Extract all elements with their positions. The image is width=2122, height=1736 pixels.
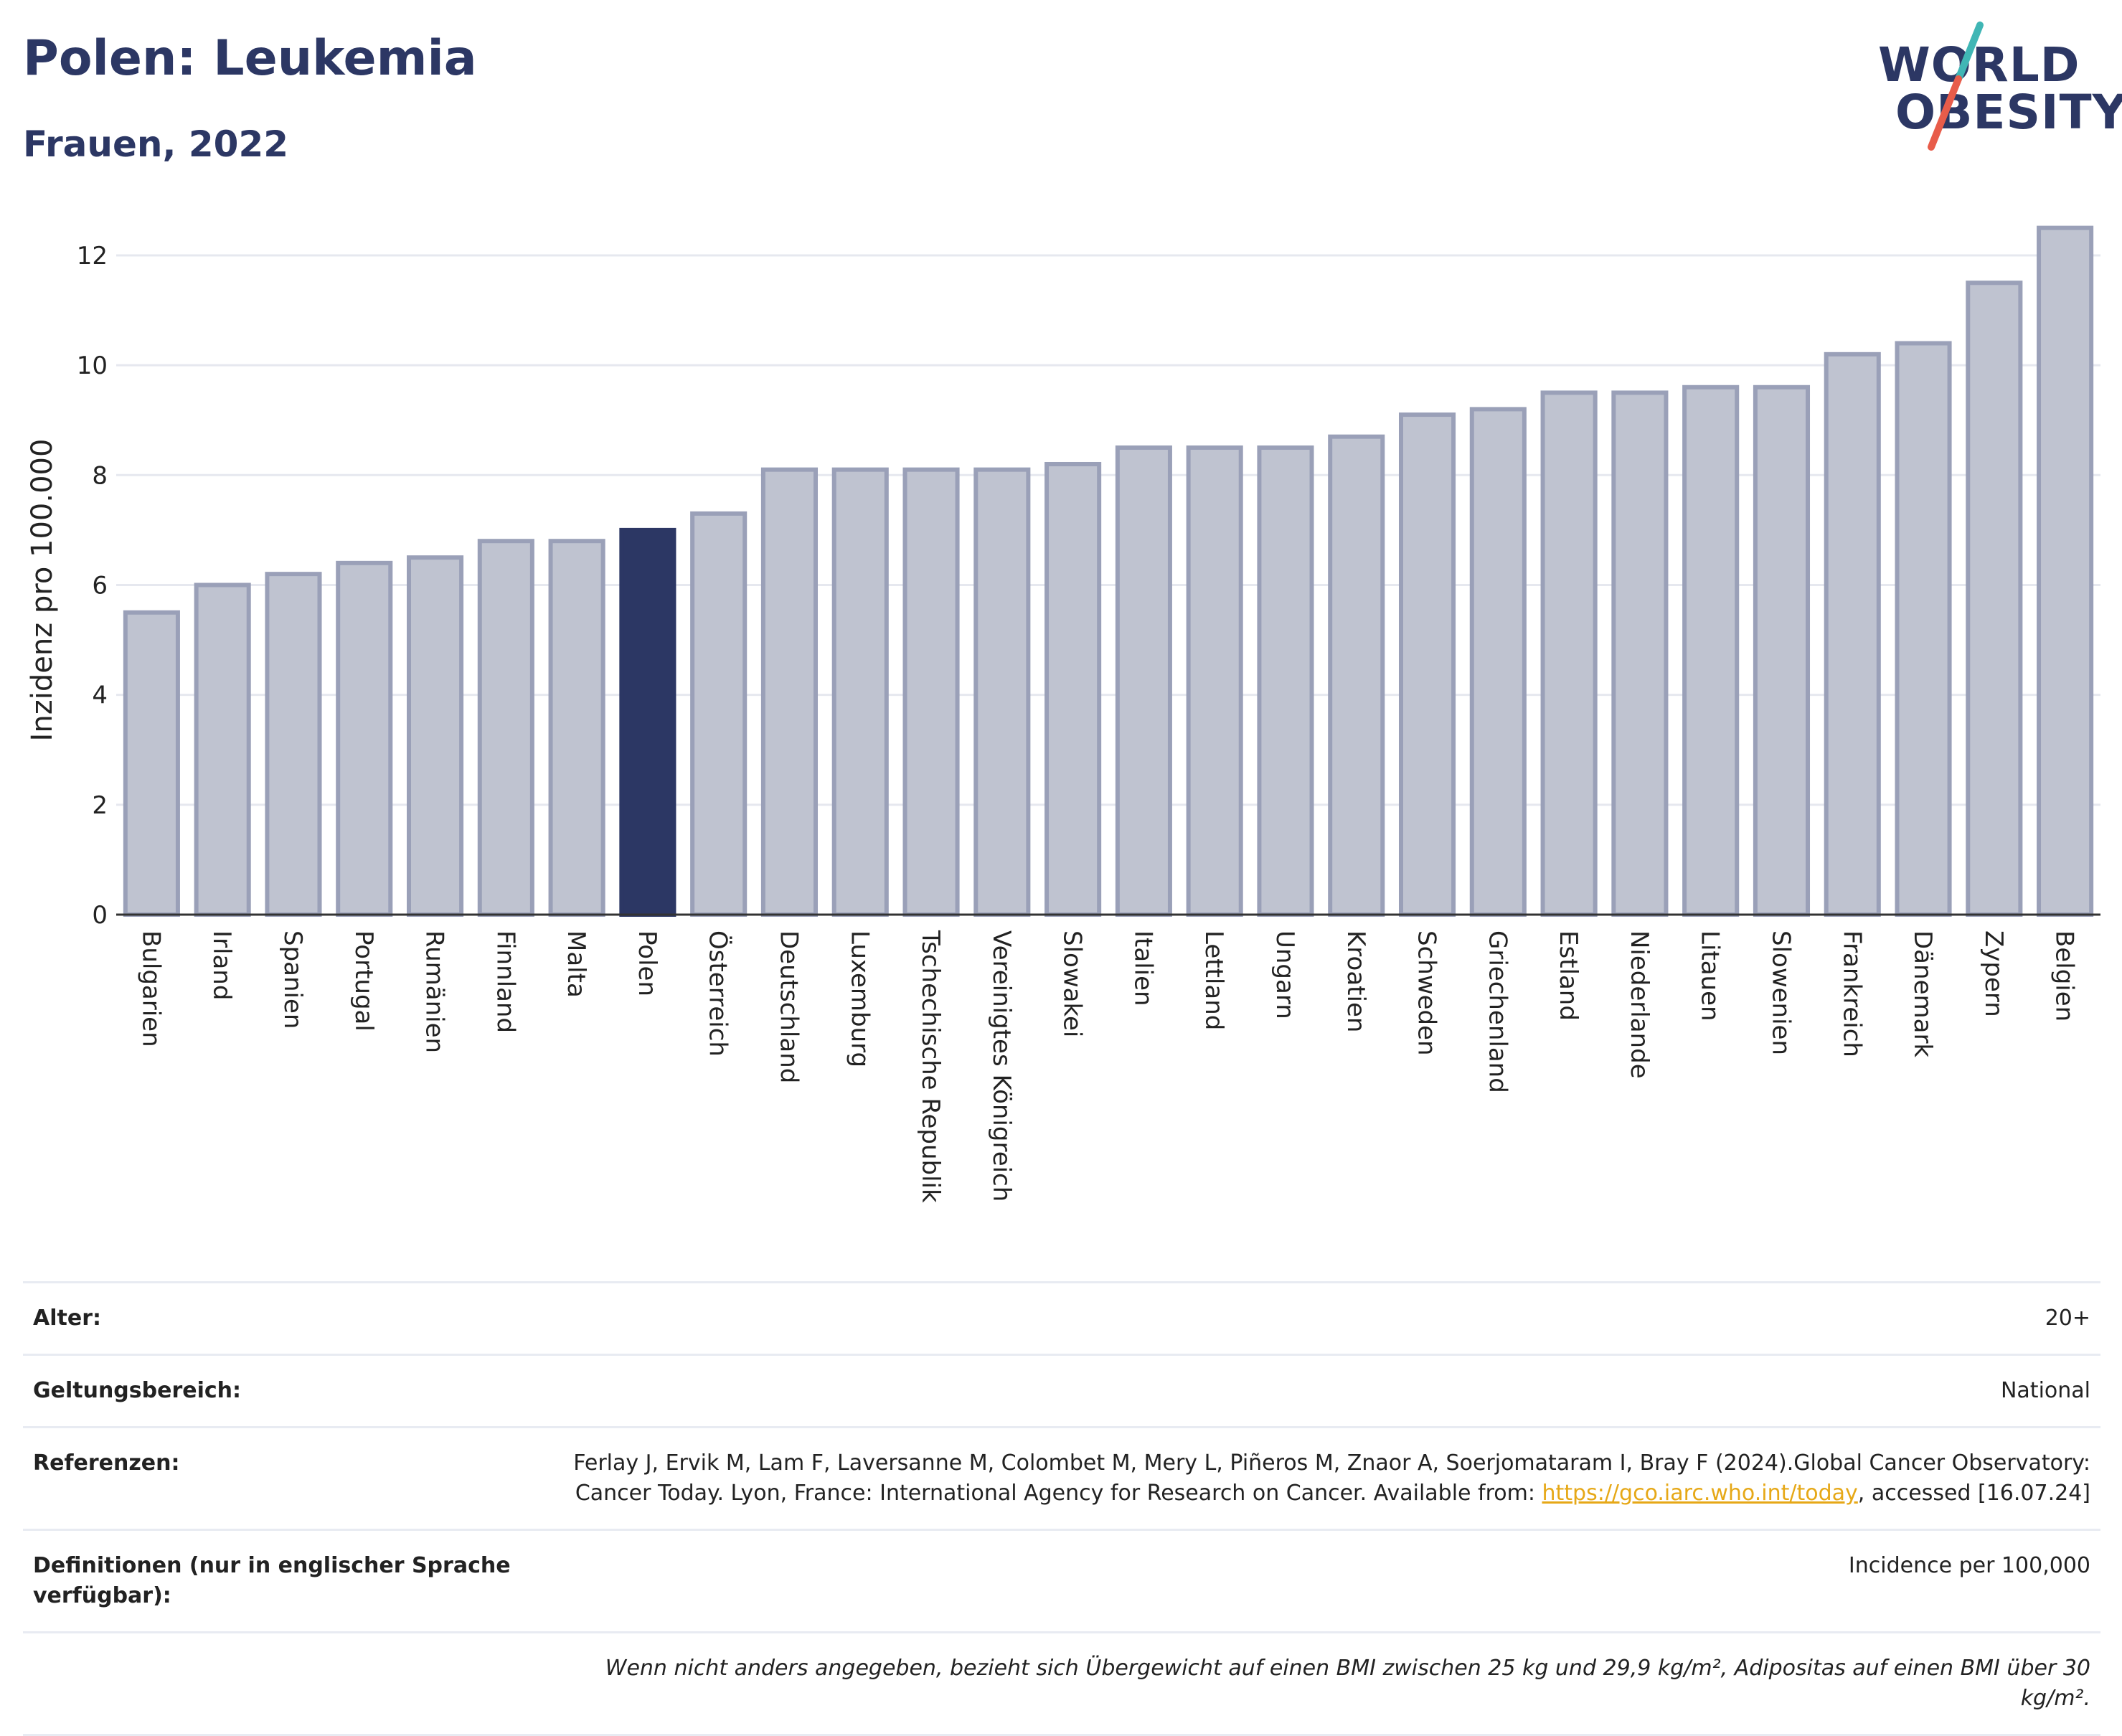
bar-bulgarien (123, 610, 180, 917)
y-axis-ticks: 0 2 4 6 8 10 12 (77, 242, 108, 930)
info-row-age: Alter: 20+ (23, 1281, 2100, 1354)
age-value: 20+ (2045, 1306, 2090, 1331)
x-category-label: Belgien (2050, 930, 2079, 1022)
bar-chart: 0 2 4 6 8 10 12 Bulgarien Irland Spanien Portugal… (26, 225, 2100, 1203)
bar-schweden (1398, 412, 1456, 917)
bar-estland (1540, 390, 1598, 917)
bar-portugal (336, 560, 393, 917)
y-tick-label: 4 (92, 681, 108, 710)
x-category-label: Schweden (1413, 930, 1441, 1056)
bar-frankreich (1824, 352, 1881, 917)
definitions-label: Definitionen (nur in englischer Sprache … (33, 1553, 511, 1608)
x-category-label: Slowenien (1766, 930, 1795, 1055)
page-subtitle: Frauen, 2022 (23, 123, 289, 165)
bar-ungarn (1257, 445, 1314, 917)
bar-slowakei (1045, 461, 1102, 917)
y-tick-label: 12 (77, 242, 108, 270)
x-category-label: Slowakei (1058, 930, 1087, 1037)
bar-niederlande (1611, 390, 1669, 917)
references-accessed: , accessed [16.07.24] (1857, 1481, 2090, 1506)
scope-label: Geltungsbereich: (33, 1378, 242, 1403)
bar-irland (194, 582, 251, 917)
x-category-label: Frankreich (1837, 930, 1866, 1057)
x-category-label: Spanien (278, 930, 307, 1029)
logo-line-1: WORLD (1878, 37, 2080, 93)
x-category-label: Irland (207, 930, 236, 1000)
reference-link[interactable]: https://gco.iarc.who.int/today (1542, 1481, 1858, 1506)
scope-value: National (2000, 1378, 2090, 1403)
x-category-label: Österreich (704, 930, 733, 1057)
bar-lettland (1186, 445, 1243, 917)
bar-polen (619, 527, 676, 917)
bar-kroatien (1328, 434, 1385, 917)
x-category-label: Litauen (1696, 930, 1725, 1022)
info-table: Alter: 20+ Geltungsbereich: National Ref… (23, 1281, 2100, 1736)
bar-italien (1115, 445, 1172, 917)
x-category-label: Vereinigtes Königreich (987, 930, 1016, 1202)
x-category-label: Dänemark (1908, 930, 1937, 1057)
x-category-label: Malta (562, 930, 590, 998)
age-label: Alter: (33, 1306, 101, 1331)
bar-rumänien (406, 555, 464, 917)
bar-spanien (265, 572, 322, 917)
bar-zypern (1966, 280, 2023, 917)
x-category-label: Bulgarien (136, 930, 165, 1047)
bar-vereinigtes-königreich (973, 467, 1031, 917)
page-title: Polen: Leukemia (23, 30, 477, 87)
bar-tschechische-republik (902, 467, 960, 917)
x-category-label: Zypern (1979, 930, 2008, 1017)
y-tick-label: 0 (92, 901, 108, 930)
x-category-label: Lettland (1199, 930, 1228, 1030)
y-tick-label: 2 (92, 791, 108, 820)
info-row-references: Referenzen: Ferlay J, Ervik M, Lam F, La… (23, 1426, 2100, 1529)
x-category-label: Niederlande (1625, 930, 1654, 1079)
x-category-label: Kroatien (1341, 930, 1370, 1032)
y-tick-label: 8 (92, 461, 108, 490)
y-axis-label: Inzidenz pro 100.000 (26, 439, 59, 742)
bar-finnland (477, 539, 534, 917)
x-category-label: Estland (1554, 930, 1583, 1021)
bar-litauen (1682, 385, 1740, 917)
logo-slash-icon (1928, 22, 1984, 151)
x-category-label: Polen (633, 930, 661, 996)
x-axis-categories: Bulgarien Irland Spanien Portugal Rumänien Fi… (136, 930, 2078, 1203)
x-category-label: Tschechische Republik (916, 930, 945, 1203)
bar-griechenland (1469, 407, 1527, 917)
bar-deutschland (760, 467, 819, 917)
bar-belgien (2037, 225, 2094, 917)
bar-dänemark (1895, 341, 1952, 917)
bar-slowenien (1753, 385, 1811, 917)
x-category-label: Griechenland (1483, 930, 1512, 1093)
bar-luxemburg (831, 467, 889, 917)
y-tick-label: 6 (92, 571, 108, 600)
logo-line-2: OBESITY (1895, 85, 2122, 140)
world-obesity-logo: WORLD OBESITY (1872, 22, 2122, 151)
x-category-label: Deutschland (774, 930, 803, 1083)
bar-österreich (690, 511, 748, 917)
x-category-label: Italien (1128, 930, 1157, 1006)
info-row-definitions: Definitionen (nur in englischer Sprache … (23, 1529, 2100, 1631)
bar-malta (548, 539, 605, 917)
x-category-label: Finnland (491, 930, 519, 1033)
y-tick-label: 10 (77, 352, 108, 380)
info-row-scope: Geltungsbereich: National (23, 1354, 2100, 1426)
references-label: Referenzen: (33, 1450, 180, 1476)
references-text: Ferlay J, Ervik M, Lam F, Laversanne M, … (573, 1450, 2090, 1506)
info-row-note: Wenn nicht anders angegeben, bezieht sic… (23, 1631, 2100, 1736)
x-category-label: Portugal (349, 930, 378, 1032)
bars (123, 225, 2094, 917)
x-category-label: Rumänien (420, 930, 449, 1053)
definitions-value: Incidence per 100,000 (1848, 1553, 2090, 1578)
footnote: Wenn nicht anders angegeben, bezieht sic… (605, 1656, 2090, 1711)
references-value: Ferlay J, Ervik M, Lam F, Laversanne M, … (548, 1448, 2090, 1509)
x-category-label: Ungarn (1270, 930, 1299, 1019)
x-category-label: Luxemburg (845, 930, 874, 1067)
